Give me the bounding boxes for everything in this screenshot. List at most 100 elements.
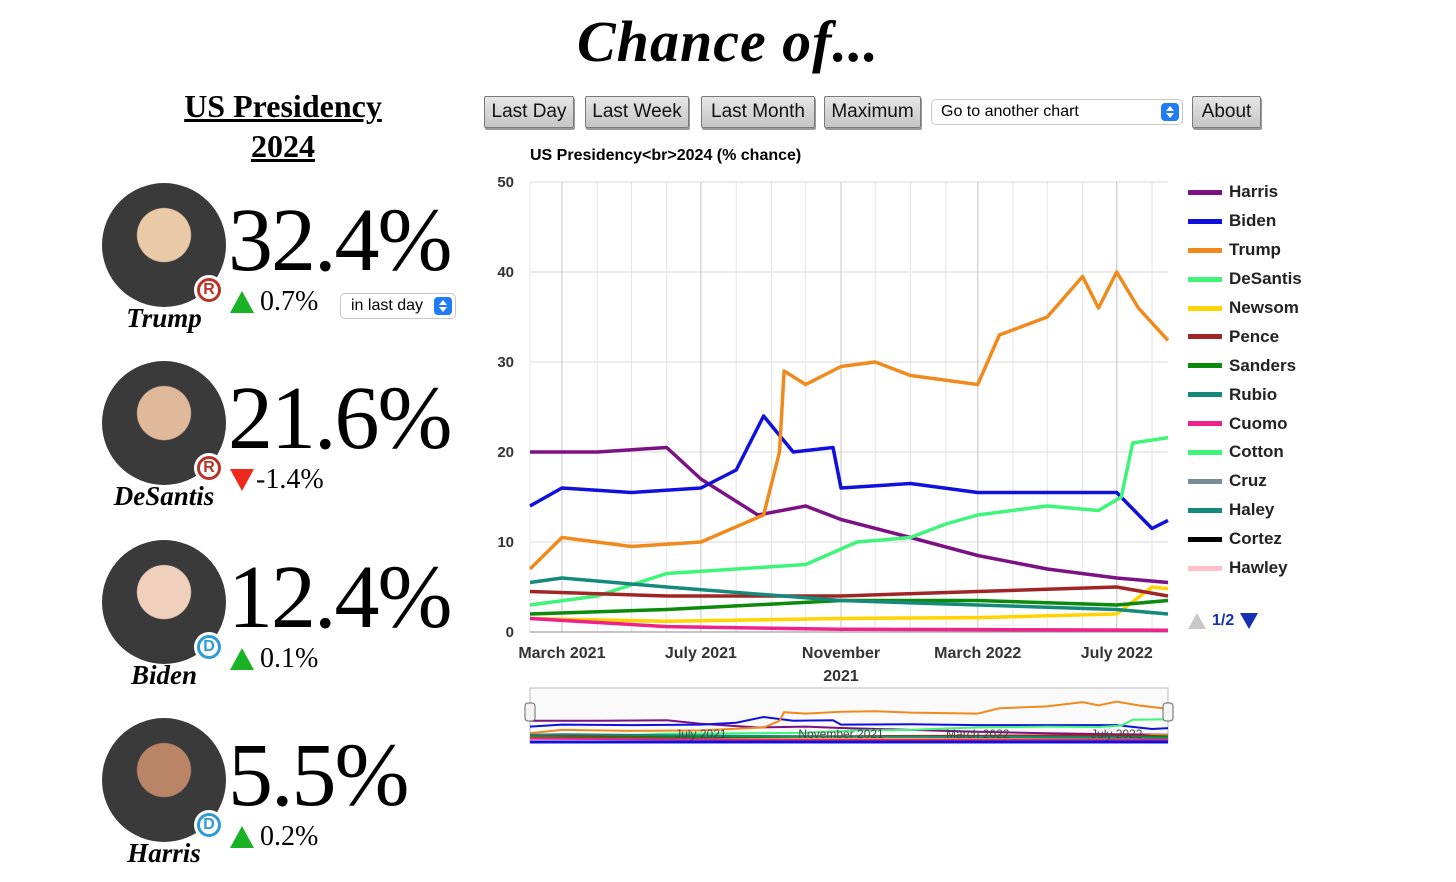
market-title-line2: 2024 [251,128,315,164]
navigator-series-sanders [529,735,1169,740]
arrow-up-icon [230,291,254,313]
legend-item[interactable]: Pence [1188,322,1302,351]
legend-swatch [1188,449,1222,455]
navigator-series-cuomo [529,737,1169,741]
period-select-value: in last day [351,297,424,314]
y-tick-label: 30 [497,354,514,371]
legend-label: Newsom [1229,298,1299,317]
navigator-series-rubio [529,733,1169,740]
legend-label: Haley [1229,500,1275,520]
legend-swatch [1188,334,1222,340]
candidate-trump: R Trump 32.4% 0.7% in last day [98,183,478,343]
legend-swatch [1188,565,1222,571]
legend-swatch [1188,507,1222,513]
legend-label: Rubio [1229,384,1278,404]
legend-pager: 1/2 [1188,612,1259,630]
legend-item[interactable]: Sanders [1188,351,1302,380]
legend-item[interactable]: Cortez [1188,525,1302,554]
y-tick-label: 10 [497,534,514,551]
candidate-biden: D Biden 12.4% 0.1% [98,540,478,700]
maximum-button[interactable]: Maximum [824,96,921,128]
candidate-change: 0.1% [230,642,318,676]
legend-label: Cortez [1229,529,1282,549]
avatar-wrap: D [102,718,226,842]
legend-next-icon[interactable] [1240,613,1259,629]
democrat-badge-icon: D [194,810,224,840]
candidate-name: Biden [130,660,197,690]
navigator-series-newsom [529,734,1169,740]
legend-item[interactable]: Cuomo [1188,409,1302,438]
about-button[interactable]: About [1192,96,1261,128]
navigator-label: November 2021 [798,727,884,741]
last-month-button[interactable]: Last Month [701,96,815,128]
legend-item[interactable]: Cotton [1188,438,1302,467]
legend-item[interactable]: Hawley [1188,554,1302,583]
legend-item[interactable]: Trump [1188,236,1302,265]
chart-title: US Presidency<br>2024 (% chance) [530,147,802,164]
navigator-label: March 2022 [946,727,1010,741]
y-tick-label: 50 [497,174,514,191]
republican-badge-icon: R [194,453,224,483]
last-week-button[interactable]: Last Week [585,96,689,128]
change-value: 0.1% [260,643,319,674]
avatar-wrap: D [102,540,226,664]
legend-item[interactable]: Biden [1188,207,1302,236]
chart-select[interactable]: Go to another chart [931,99,1183,125]
x-tick-label: March 2021 [518,645,605,662]
legend-label: Trump [1229,240,1281,260]
avatar-wrap: R [102,183,226,307]
legend-label: Cruz [1229,471,1267,491]
legend-swatch [1188,421,1222,427]
chart-legend: Harris Biden Trump DeSantis Newsom Pence Sande… [1188,178,1302,582]
legend-item[interactable]: Haley [1188,496,1302,525]
democrat-badge-icon: D [194,632,224,662]
legend-label: DeSantis [1229,269,1302,289]
series-line-biden [529,414,1169,531]
navigator-label: July 2022 [1091,727,1143,741]
legend-swatch [1188,536,1222,542]
page-title: Chance of... [577,9,879,74]
x-tick-label: July 2022 [1081,645,1153,662]
legend-label: Sanders [1229,355,1297,375]
candidate-change: 0.2% [230,820,318,854]
legend-item[interactable]: DeSantis [1188,265,1302,294]
navigator-label: July 2021 [675,727,727,741]
legend-label: Hawley [1229,558,1288,578]
candidate-desantis: R DeSantis 21.6% -1.4% [98,361,478,521]
series-line-trump [528,270,1170,571]
change-value: 0.7% [260,286,319,317]
x-tick-label: 2021 [823,668,859,685]
candidate-percent: 5.5% [228,726,409,825]
series-line-desantis [529,435,1169,607]
last-day-button[interactable]: Last Day [484,96,574,128]
legend-item[interactable]: Rubio [1188,380,1302,409]
navigator-series-biden [529,715,1169,731]
navigator-series-pence [529,734,1169,738]
legend-swatch [1188,363,1222,369]
legend-label: Biden [1229,211,1277,231]
series-line-rubio [529,576,1169,616]
select-chevrons-icon [434,297,452,315]
legend-swatch [1188,189,1222,195]
candidate-percent: 21.6% [228,369,452,468]
arrow-up-icon [230,648,254,670]
legend-item[interactable]: Newsom [1188,294,1302,323]
y-tick-label: 20 [497,444,514,461]
candidate-name: DeSantis [113,481,215,511]
arrow-down-icon [230,469,254,491]
legend-item[interactable]: Harris [1188,178,1302,207]
change-value: 0.2% [260,821,319,852]
arrow-up-icon [230,826,254,848]
series-line-newsom [529,585,1169,623]
x-tick-label: November [802,645,880,662]
legend-item[interactable]: Cruz [1188,467,1302,496]
series-line-harris [530,445,1169,585]
candidate-harris: D Harris 5.5% 0.2% [98,718,478,878]
period-select[interactable]: in last day [340,293,456,319]
legend-swatch [1188,276,1222,282]
legend-prev-icon[interactable] [1188,613,1206,629]
navigator-series-trump [529,700,1169,735]
avatar-wrap: R [102,361,226,485]
candidate-name: Harris [127,838,201,868]
republican-badge-icon: R [194,275,224,305]
